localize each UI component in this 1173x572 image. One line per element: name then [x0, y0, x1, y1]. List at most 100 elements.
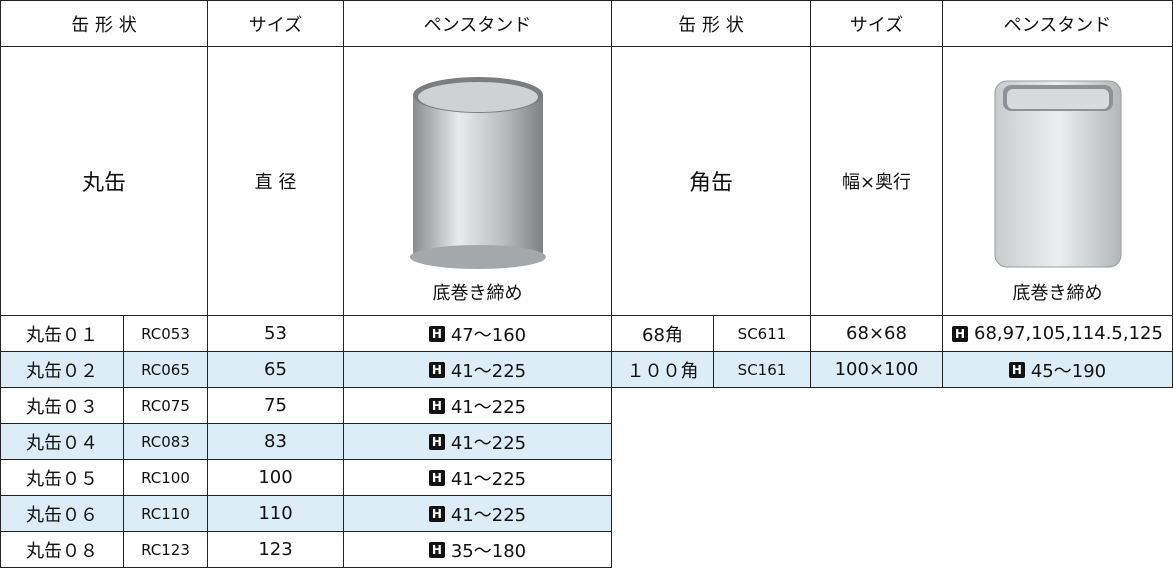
header-cell: 缶 形 状 — [611, 0, 811, 47]
model-cell: 68角 — [611, 315, 714, 352]
size-value: 100 — [258, 467, 293, 488]
size-cell: 110 — [207, 495, 344, 532]
h-icon: H — [952, 325, 969, 342]
pen-cell: H 41〜225 — [343, 423, 612, 460]
image-caption: 底巻き締め — [1012, 283, 1103, 304]
model-name: 丸缶０５ — [26, 468, 98, 490]
shape-name: 角缶 — [688, 171, 733, 196]
model-code: RC065 — [141, 360, 190, 379]
pen-range: 45〜190 — [1030, 360, 1107, 382]
pen-cell: H 41〜225 — [343, 459, 612, 496]
size-value: 100×100 — [834, 359, 919, 380]
model-name: 丸缶０２ — [26, 360, 98, 382]
header-text: ペンスタンド — [423, 14, 532, 36]
header-text: サイズ — [248, 14, 303, 36]
round-can-image — [409, 77, 546, 269]
size-cell: 53 — [207, 315, 344, 352]
size-value: 123 — [258, 539, 293, 560]
pen-cell: H 45〜190 — [942, 351, 1173, 388]
header-text: ペンスタンド — [1003, 14, 1112, 36]
header-cell: 缶 形 状 — [0, 0, 208, 47]
header-text: 缶 形 状 — [71, 14, 137, 36]
h-icon: H — [428, 361, 445, 378]
header-cell: ペンスタンド — [942, 0, 1173, 47]
model-name: 丸缶０８ — [26, 540, 98, 562]
pen-cell: H 41〜225 — [343, 387, 612, 424]
model-code: SC161 — [737, 360, 787, 379]
size-cell: 123 — [207, 531, 344, 568]
model-cell: 丸缶０１ — [0, 315, 124, 352]
size-cell: 100 — [207, 459, 344, 496]
size-value: 68×68 — [846, 323, 907, 344]
shape-name: 丸缶 — [81, 171, 126, 196]
size-cell: 65 — [207, 351, 344, 388]
h-icon: H — [428, 433, 445, 450]
code-cell: RC123 — [123, 531, 208, 568]
pen-range: 47〜160 — [450, 324, 527, 346]
model-code: RC075 — [141, 396, 190, 415]
model-cell: 丸缶０８ — [0, 531, 124, 568]
pen-range: 68,97,105,114.5,125 — [974, 323, 1163, 344]
size-cell: 幅×奥行 — [810, 46, 943, 316]
size-cell: 直 径 — [207, 46, 344, 316]
pen-range: 41〜225 — [450, 504, 527, 526]
pen-cell: H 68,97,105,114.5,125 — [942, 315, 1173, 352]
model-name: 丸缶０６ — [26, 504, 98, 526]
size-cell: 75 — [207, 387, 344, 424]
size-cell: 100×100 — [810, 351, 943, 388]
code-cell: SC611 — [713, 315, 811, 352]
model-name: 68角 — [642, 324, 683, 346]
header-text: 缶 形 状 — [678, 14, 744, 36]
h-icon: H — [428, 469, 445, 486]
model-cell: 丸缶０３ — [0, 387, 124, 424]
header-cell: サイズ — [207, 0, 344, 47]
size-value: 75 — [264, 395, 287, 416]
pen-range: 41〜225 — [450, 360, 527, 382]
square-can-image — [994, 80, 1121, 268]
code-cell: RC100 — [123, 459, 208, 496]
size-label: 直 径 — [254, 172, 297, 193]
h-icon: H — [428, 325, 445, 342]
model-cell: 丸缶０６ — [0, 495, 124, 532]
model-code: RC083 — [141, 432, 190, 451]
model-cell: １００角 — [611, 351, 714, 388]
code-cell: RC110 — [123, 495, 208, 532]
model-name: １００角 — [626, 360, 699, 382]
size-value: 83 — [264, 431, 287, 452]
pen-cell: H 47〜160 — [343, 315, 612, 352]
image-cell: 底巻き締め — [343, 46, 612, 316]
shape-cell: 丸缶 — [0, 46, 208, 316]
h-icon: H — [428, 397, 445, 414]
header-cell: サイズ — [810, 0, 943, 47]
model-code: RC110 — [141, 504, 190, 523]
image-caption: 底巻き締め — [432, 283, 523, 304]
pen-range: 41〜225 — [450, 432, 527, 454]
model-code: RC123 — [141, 540, 190, 559]
pen-cell: H 41〜225 — [343, 495, 612, 532]
code-cell: SC161 — [713, 351, 811, 388]
pen-cell: H 41〜225 — [343, 351, 612, 388]
header-text: サイズ — [849, 14, 904, 36]
size-cell: 68×68 — [810, 315, 943, 352]
pen-range: 35〜180 — [450, 540, 527, 562]
pen-cell: H 35〜180 — [343, 531, 612, 568]
model-code: RC100 — [141, 468, 190, 487]
pen-range: 41〜225 — [450, 396, 527, 418]
model-name: 丸缶０１ — [26, 324, 98, 346]
code-cell: RC053 — [123, 315, 208, 352]
size-value: 110 — [258, 503, 293, 524]
model-name: 丸缶０４ — [26, 432, 98, 454]
model-cell: 丸缶０４ — [0, 423, 124, 460]
size-label: 幅×奥行 — [841, 172, 912, 193]
size-value: 65 — [264, 359, 287, 380]
model-code: SC611 — [737, 324, 787, 343]
h-icon: H — [428, 541, 445, 558]
shape-cell: 角缶 — [611, 46, 811, 316]
pen-range: 41〜225 — [450, 468, 527, 490]
size-value: 53 — [264, 323, 287, 344]
h-icon: H — [428, 505, 445, 522]
model-cell: 丸缶０２ — [0, 351, 124, 388]
image-cell: 底巻き締め — [942, 46, 1173, 316]
model-code: RC053 — [141, 324, 190, 343]
